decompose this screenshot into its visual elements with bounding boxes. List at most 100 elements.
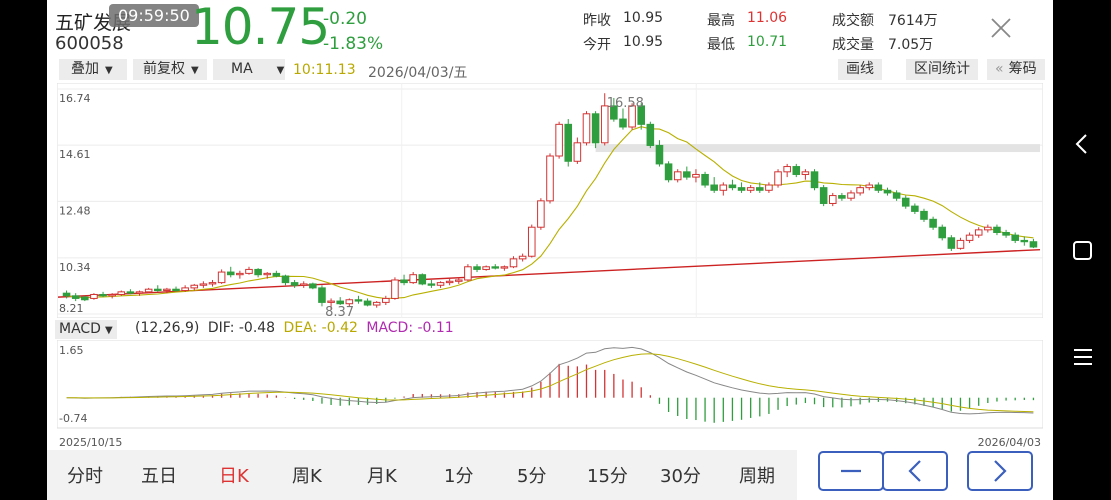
candle-body <box>838 195 846 199</box>
candle <box>847 190 855 201</box>
back-icon <box>1075 134 1087 154</box>
tab-30min[interactable]: 30分 <box>660 466 701 487</box>
candle <box>500 265 509 271</box>
prev-close-value: 10.95 <box>623 10 664 26</box>
candle <box>464 264 472 282</box>
high-value: 11.06 <box>747 10 788 26</box>
candle-body <box>701 173 709 186</box>
candle <box>445 278 454 286</box>
adjust-dropdown[interactable]: 前复权 ▼ <box>133 59 207 80</box>
kline-chart[interactable]: 16.74 14.61 12.48 10.34 8.21 16.58 8.37 <box>57 83 1043 318</box>
candle-body <box>947 237 956 249</box>
candle <box>427 279 436 288</box>
candle <box>172 286 180 292</box>
candle <box>245 266 253 275</box>
candle-body <box>920 210 928 220</box>
volume-label: 成交量 <box>832 37 874 53</box>
candle-body <box>482 266 490 270</box>
tab-daily-k[interactable]: 日K <box>219 466 249 487</box>
candle-body <box>372 301 381 306</box>
candle-body <box>153 288 162 292</box>
tab-5min[interactable]: 5分 <box>517 466 547 487</box>
menu-button[interactable] <box>1072 346 1094 372</box>
chevron-down-icon: ▼ <box>276 65 285 76</box>
candle-body <box>929 218 937 228</box>
candle <box>646 121 655 149</box>
candle-body <box>801 171 810 175</box>
zoom-out-button[interactable] <box>818 451 884 491</box>
candle-body <box>582 113 591 144</box>
candle-body <box>427 283 436 286</box>
close-button[interactable] <box>989 16 1013 40</box>
back-button[interactable] <box>1072 132 1092 160</box>
interval-stats-button[interactable]: 区间统计 <box>906 59 978 80</box>
chips-button[interactable]: «筹码 <box>987 59 1045 80</box>
candle <box>99 291 107 298</box>
candle-body <box>263 272 272 276</box>
candle-body <box>683 171 691 178</box>
candle-body <box>774 171 782 186</box>
candle <box>929 216 937 230</box>
candle <box>299 281 308 288</box>
tab-period[interactable]: 周期 <box>739 466 775 487</box>
tab-weekly-k[interactable]: 周K <box>292 466 322 487</box>
candle-body <box>181 287 189 292</box>
candle <box>163 287 171 294</box>
candle <box>774 169 782 188</box>
candle <box>573 137 582 164</box>
candle-body <box>299 283 308 286</box>
macd-param-set: (12,26,9) <box>135 320 200 336</box>
volume-value: 7.05万 <box>888 37 934 53</box>
previous-button[interactable] <box>882 451 948 491</box>
dif-value: DIF: -0.48 <box>207 320 276 336</box>
candle-body <box>464 266 472 281</box>
candle-body <box>509 258 518 268</box>
prev-close-label: 昨收 <box>583 13 611 29</box>
close-icon <box>991 18 1011 38</box>
draw-line-button[interactable]: 画线 <box>838 59 882 80</box>
candle-body <box>828 195 837 204</box>
candle <box>144 287 153 294</box>
candle-body <box>673 171 682 181</box>
macd-dropdown[interactable]: MACD ▼ <box>55 320 117 339</box>
low-value: 10.71 <box>747 34 788 50</box>
tab-five-day[interactable]: 五日 <box>141 466 177 487</box>
candle <box>838 192 846 201</box>
candle <box>363 298 372 307</box>
next-button[interactable] <box>967 451 1033 491</box>
candle-body <box>290 282 299 286</box>
candle-body <box>965 234 974 241</box>
candle <box>272 270 281 278</box>
indicator-dropdown[interactable]: MA ▼ <box>213 59 285 80</box>
home-button[interactable] <box>1072 240 1094 266</box>
chevron-down-icon: ▼ <box>105 65 113 76</box>
macd-chart[interactable]: 1.65 -0.74 2025/10/15 2026/04/03 <box>57 340 1043 450</box>
tab-15min[interactable]: 15分 <box>587 466 628 487</box>
candle-body <box>1020 239 1029 243</box>
candle-body <box>765 184 773 191</box>
candle-body <box>856 187 864 194</box>
overlay-dropdown[interactable]: 叠加 ▼ <box>59 59 127 80</box>
candle-body <box>664 163 673 181</box>
candle-body <box>144 288 153 293</box>
candle-body <box>746 187 755 191</box>
candle <box>591 111 600 149</box>
candle-body <box>172 288 180 292</box>
tab-monthly-k[interactable]: 月K <box>367 466 397 487</box>
period-tab-bar <box>47 450 797 500</box>
candle-body <box>637 105 645 125</box>
candle-body <box>99 293 107 297</box>
candle-body <box>892 192 901 199</box>
tab-timeshare[interactable]: 分时 <box>67 466 103 487</box>
candle-body <box>245 268 253 274</box>
candle <box>947 235 956 251</box>
candle <box>509 256 518 269</box>
candle <box>190 283 199 291</box>
candle <box>865 182 874 191</box>
candle-body <box>199 283 208 286</box>
candle <box>482 265 490 271</box>
candle-body <box>327 300 335 303</box>
tab-1min[interactable]: 1分 <box>444 466 474 487</box>
double-chevron-left-icon: « <box>995 61 1004 77</box>
candle-body <box>974 229 983 236</box>
